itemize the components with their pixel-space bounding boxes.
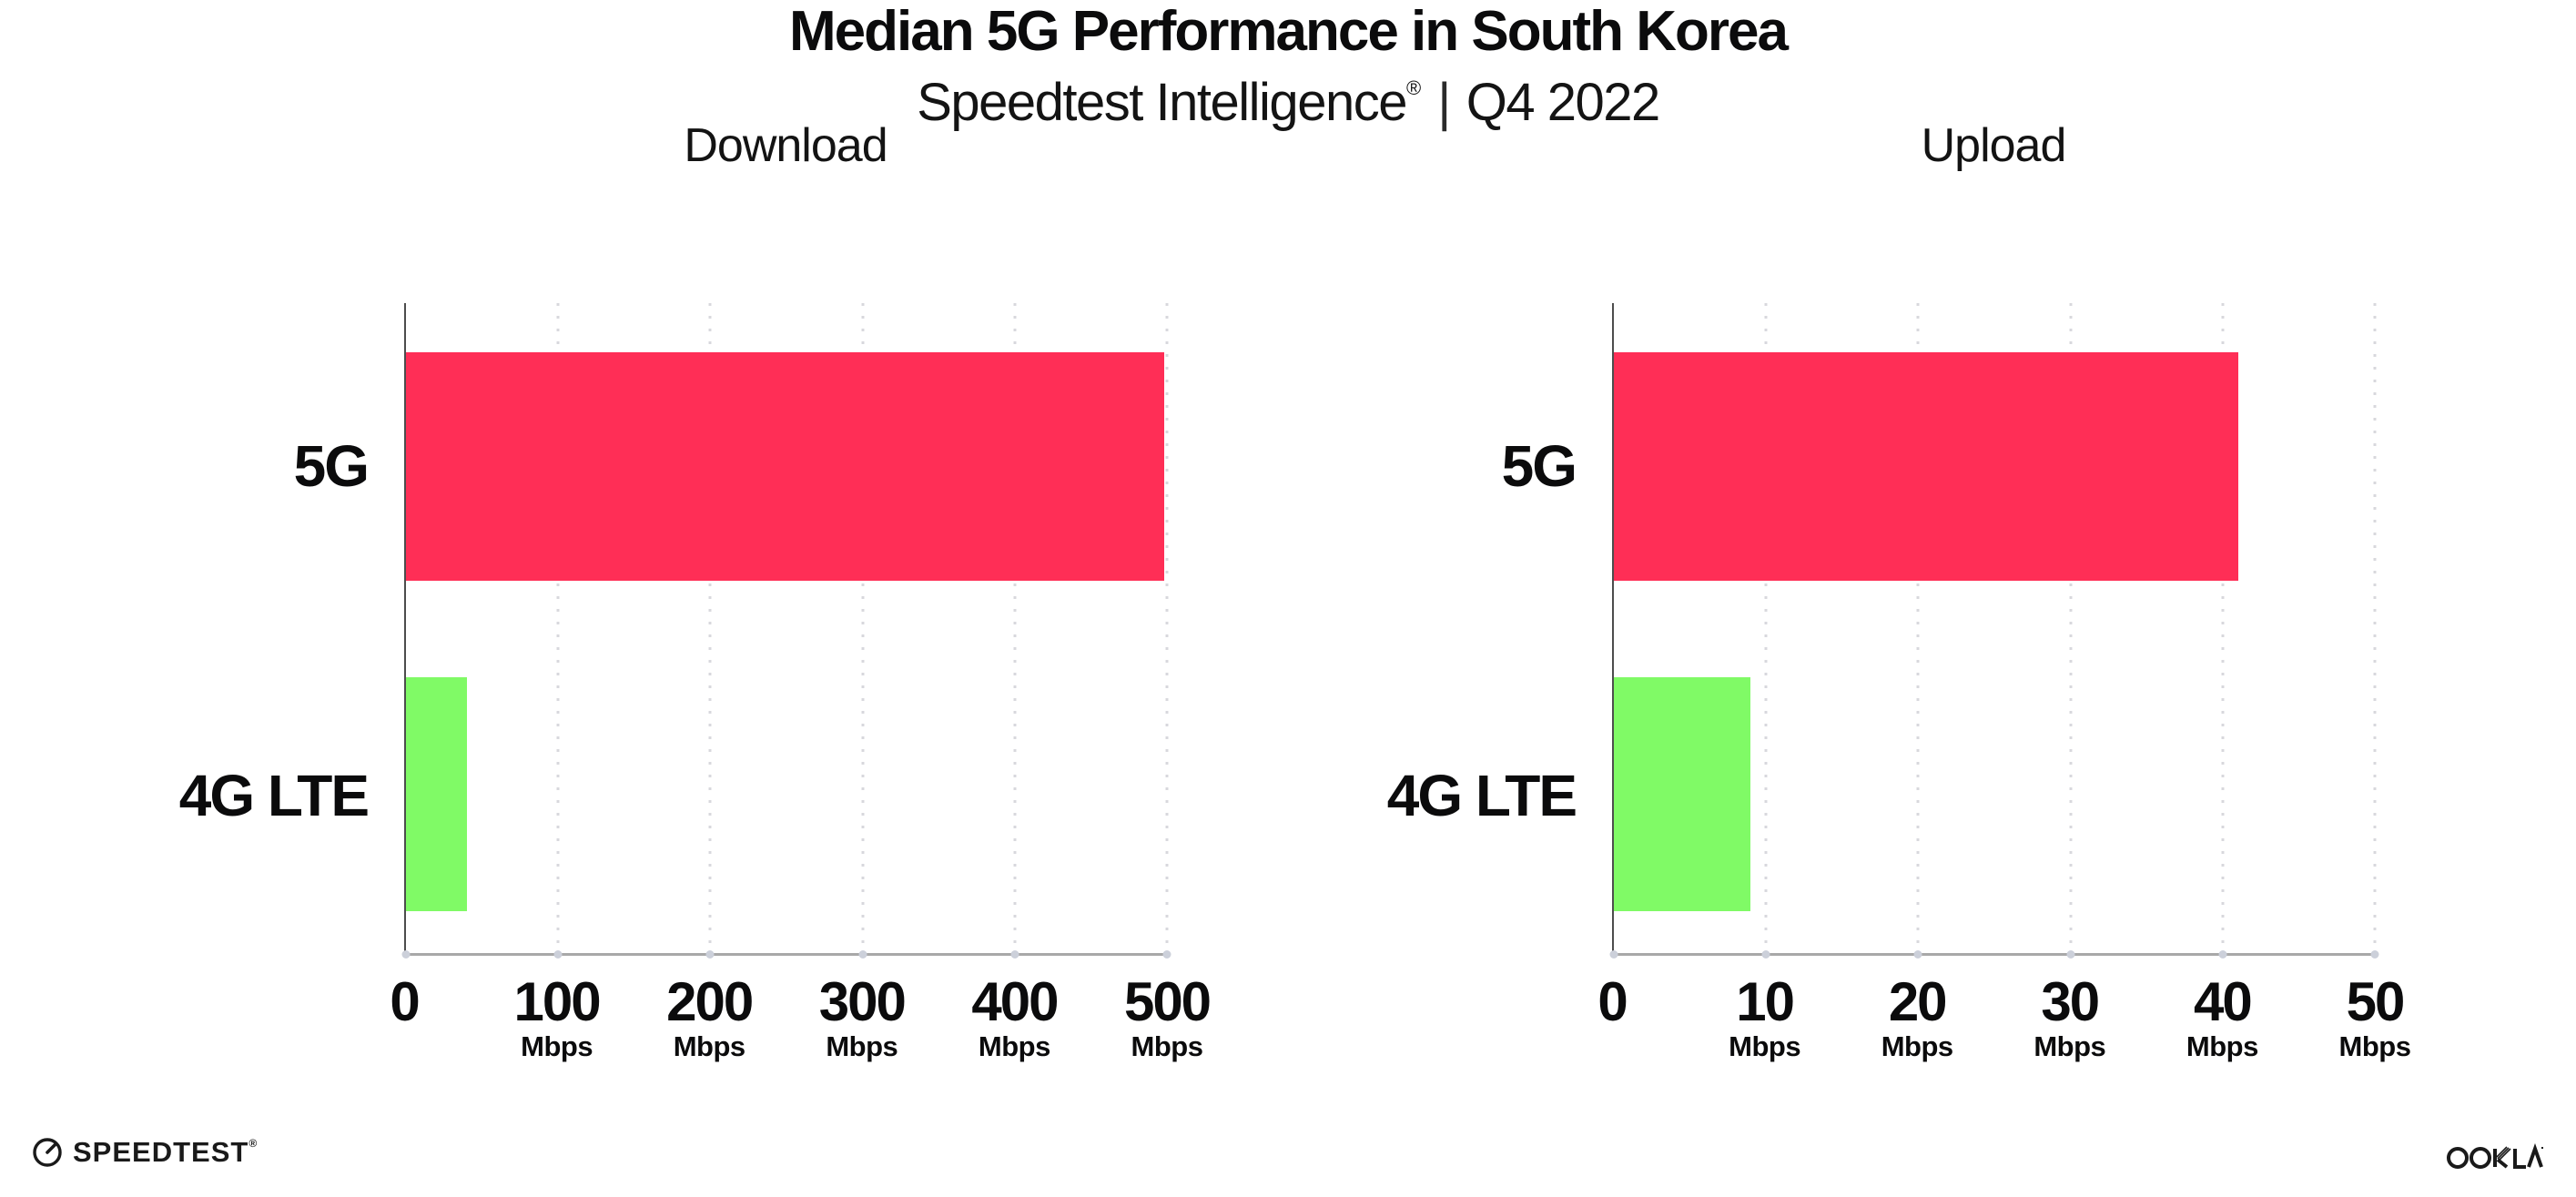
category-label-5g: 5G <box>293 433 370 499</box>
axis-tick-dot <box>705 950 715 959</box>
x-tick-value: 20 <box>1888 971 1948 1032</box>
axis-tick-dot <box>858 950 867 959</box>
gridline <box>1916 303 1920 953</box>
bar-5g <box>1614 352 2238 581</box>
download-chart: Download 0 100 Mbps 200 Mbps 300 Mbps 400 Mbps 50… <box>167 118 1212 1111</box>
x-tick-value: 200 <box>666 971 754 1032</box>
gridline <box>2069 303 2073 953</box>
subtitle-separator: | <box>1437 73 1451 132</box>
x-tick-value: 40 <box>2194 971 2253 1032</box>
x-tick-unit: Mbps <box>2186 1030 2258 1062</box>
axis-tick-dot <box>2218 950 2227 959</box>
axis-tick-dot <box>401 950 411 959</box>
ookla-wordmark-icon <box>2447 1142 2543 1169</box>
category-label-5g: 5G <box>1501 433 1577 499</box>
axis-tick-dot <box>553 950 563 959</box>
axis-tick-dot <box>1010 950 1019 959</box>
bar-4g-lte <box>1614 677 1751 911</box>
x-tick-unit: Mbps <box>1131 1030 1203 1062</box>
category-label-4g-lte: 4G LTE <box>1386 763 1577 828</box>
x-tick-label: 50 Mbps <box>2339 974 2411 1063</box>
x-tick-value: 50 <box>2346 971 2406 1032</box>
page-subtitle: Speedtest Intelligence® | Q4 2022 <box>0 60 2576 131</box>
upload-chart: Upload 0 10 Mbps 20 Mbps 30 Mbps 40 Mbps 50 Mbps 5… <box>1375 118 2411 1111</box>
x-tick-unit: Mbps <box>2033 1030 2106 1062</box>
x-tick-unit: Mbps <box>1881 1030 1953 1062</box>
axis-tick-dot <box>2066 950 2075 959</box>
download-chart-title: Download <box>684 119 887 172</box>
speedtest-wordmark: SPEEDTEST® <box>73 1136 259 1168</box>
gridline <box>1013 303 1017 953</box>
category-label-4g-lte: 4G LTE <box>178 763 370 828</box>
upload-plot-area <box>1609 303 2379 959</box>
upload-x-axis-ticks: 0 10 Mbps 20 Mbps 30 Mbps 40 Mbps 50 Mbps <box>1597 974 2411 1101</box>
x-tick-value: 400 <box>971 971 1059 1032</box>
axis-tick-dot <box>1162 950 1171 959</box>
axis-tick-dot <box>1913 950 1922 959</box>
axis-tick-dot <box>1609 950 1618 959</box>
x-tick-unit: Mbps <box>2338 1030 2411 1062</box>
speedtest-logo: SPEEDTEST® <box>31 1136 258 1169</box>
x-tick-value: 100 <box>513 971 602 1032</box>
registered-mark: ® <box>1405 76 1422 99</box>
ookla-logo <box>2447 1142 2543 1175</box>
bar-4g-lte <box>406 677 467 911</box>
x-tick-unit: Mbps <box>673 1030 745 1062</box>
gridline <box>2221 303 2225 953</box>
subtitle-period: Q4 2022 <box>1465 73 1661 132</box>
gridline <box>556 303 560 953</box>
x-tick-label: 30 Mbps <box>2033 974 2105 1063</box>
x-tick-value: 10 <box>1736 971 1795 1032</box>
x-tick-label: 20 Mbps <box>1881 974 1953 1063</box>
x-tick-label: 500 Mbps <box>1123 971 1212 1063</box>
page-title: Median 5G Performance in South Korea <box>789 0 1789 63</box>
x-tick-unit: Mbps <box>978 1030 1050 1062</box>
gridline <box>1764 303 1768 953</box>
x-tick-value: 300 <box>818 971 907 1032</box>
upload-chart-title: Upload <box>1921 119 2067 172</box>
x-tick-label: 400 Mbps <box>971 971 1059 1063</box>
x-tick-unit: Mbps <box>1729 1030 1801 1062</box>
x-tick-value: 0 <box>390 971 420 1032</box>
x-tick-value: 30 <box>2041 971 2100 1032</box>
gridline <box>1165 303 1169 953</box>
x-tick-label: 0 <box>1597 971 1628 1032</box>
speedtest-trademark: ® <box>248 1137 259 1150</box>
x-tick-value: 0 <box>1597 971 1628 1032</box>
speedtest-gauge-icon <box>33 1138 62 1167</box>
subtitle-brand: Speedtest Intelligence <box>917 73 1407 132</box>
download-plot-area <box>401 303 1171 959</box>
x-tick-label: 100 Mbps <box>513 971 602 1063</box>
x-tick-label: 200 Mbps <box>666 971 754 1063</box>
gridline <box>708 303 712 953</box>
x-tick-label: 0 <box>390 971 420 1032</box>
axis-tick-dot <box>2370 950 2379 959</box>
gridline <box>2373 303 2377 953</box>
gridline <box>861 303 865 953</box>
x-tick-value: 500 <box>1123 971 1212 1032</box>
x-tick-label: 40 Mbps <box>2186 974 2258 1063</box>
x-tick-unit: Mbps <box>826 1030 898 1062</box>
x-tick-unit: Mbps <box>521 1030 593 1062</box>
x-tick-label: 300 Mbps <box>818 971 907 1063</box>
x-tick-label: 10 Mbps <box>1729 974 1800 1063</box>
download-x-axis-ticks: 0 100 Mbps 200 Mbps 300 Mbps 400 Mbps 500 Mbps <box>390 971 1212 1101</box>
axis-tick-dot <box>1761 950 1770 959</box>
bar-5g <box>406 352 1164 581</box>
